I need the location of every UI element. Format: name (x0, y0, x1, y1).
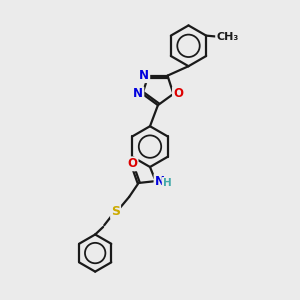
Text: S: S (111, 205, 120, 218)
Text: N: N (154, 175, 164, 188)
Text: CH₃: CH₃ (216, 32, 238, 42)
Text: O: O (173, 87, 183, 101)
Text: O: O (128, 157, 138, 170)
Text: N: N (133, 87, 143, 101)
Text: H: H (163, 178, 171, 188)
Text: N: N (139, 69, 149, 82)
